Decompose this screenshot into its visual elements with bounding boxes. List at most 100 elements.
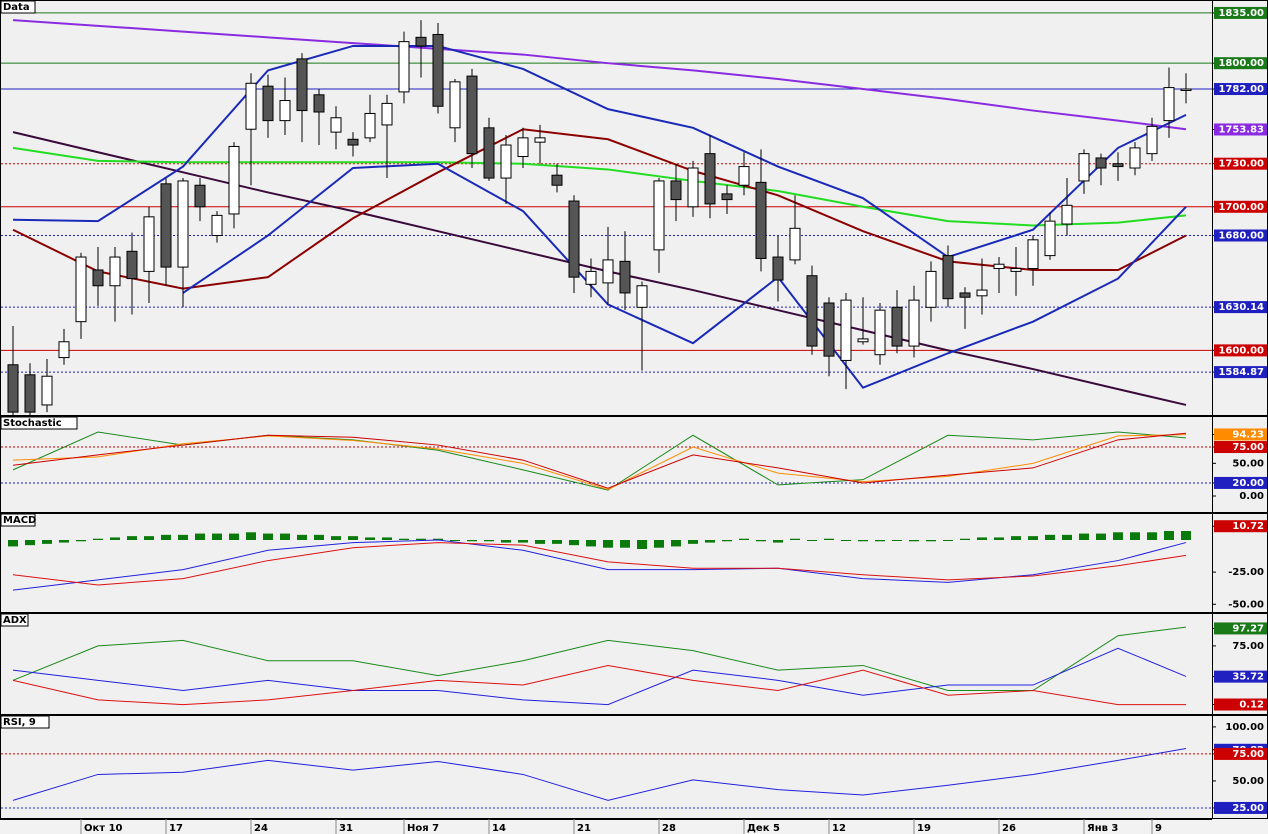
candle-body [1095, 157, 1107, 169]
candle-body [908, 299, 920, 347]
candle-body [738, 166, 750, 186]
x-tick-label: 9 [1155, 823, 1162, 834]
y-tick-label: 75.00 [1232, 641, 1264, 652]
candle-body [58, 341, 70, 359]
y-tick-box [1214, 123, 1267, 136]
indicator-line [12, 434, 1187, 491]
y-tick-label: 25.00 [1232, 803, 1264, 814]
y-tick-label: 1700.00 [1218, 202, 1264, 213]
panel [0, 613, 1213, 715]
histogram-bar [1113, 532, 1123, 540]
candle-body [364, 112, 376, 139]
panel-title-box [0, 0, 36, 14]
histogram-bar [161, 534, 171, 540]
histogram-bar [909, 540, 919, 542]
y-tick-box [1214, 57, 1267, 70]
candle-body [619, 260, 631, 294]
y-tick-label: 97.27 [1232, 623, 1264, 634]
candle-body [976, 289, 988, 297]
indicator-line [12, 748, 1187, 801]
histogram-bar [433, 538, 443, 540]
candle-body [551, 174, 563, 186]
y-tick-box [1214, 229, 1267, 242]
panel [0, 0, 1213, 416]
histogram-bar [76, 540, 86, 542]
candle-body [1061, 204, 1073, 225]
y-tick-label: 1782.00 [1218, 84, 1264, 95]
candle-body [347, 138, 359, 146]
histogram-bar [42, 540, 52, 544]
histogram-bar [722, 540, 732, 542]
candle-body [755, 181, 767, 259]
x-tick-label: Янв 3 [1087, 823, 1118, 834]
y-tick-label: 100.00 [1225, 722, 1264, 733]
histogram-bar [416, 538, 426, 540]
y-tick-label: 1630.14 [1218, 302, 1264, 313]
x-tick-label: 17 [169, 823, 183, 834]
histogram-bar [501, 540, 511, 543]
panel-title-box [0, 613, 29, 627]
candle-body [636, 285, 648, 308]
y-tick-label: 50.00 [1232, 458, 1264, 469]
y-tick-box [1214, 157, 1267, 170]
histogram-bar [297, 534, 307, 540]
panel [0, 416, 1213, 513]
histogram-bar [399, 538, 409, 540]
candle-body [194, 184, 206, 208]
y-tick-box [1214, 301, 1267, 314]
y-tick-box [1214, 698, 1267, 711]
histogram-bar [1028, 536, 1038, 540]
indicator-line [12, 542, 1187, 586]
x-tick-label: 21 [577, 823, 591, 834]
candle-body [143, 216, 155, 272]
histogram-bar [246, 532, 256, 540]
indicator-line [12, 128, 1187, 290]
histogram-bar [603, 540, 613, 548]
candle-body [687, 167, 699, 208]
histogram-bar [59, 540, 69, 543]
histogram-bar [637, 540, 647, 549]
x-tick-label: 19 [917, 823, 931, 834]
histogram-bar [25, 540, 35, 546]
y-tick-label: 0.12 [1239, 700, 1264, 711]
y-tick-label: -50.00 [1228, 599, 1264, 610]
candle-body [1163, 87, 1175, 122]
histogram-bar [586, 540, 596, 547]
candle-body [483, 127, 495, 179]
indicator-line [12, 626, 1187, 692]
candle-body [704, 153, 716, 205]
candle-body [840, 299, 852, 361]
x-tick-label: 24 [254, 823, 268, 834]
histogram-bar [484, 540, 494, 542]
histogram-bar [110, 537, 120, 540]
histogram-bar [280, 533, 290, 540]
indicator-line [182, 162, 1187, 389]
histogram-bar [773, 540, 783, 543]
candle-body [772, 256, 784, 281]
candle-body [126, 250, 138, 280]
y-tick-box [1214, 366, 1267, 379]
histogram-bar [671, 540, 681, 547]
candle-body [857, 338, 869, 343]
candle-body [993, 263, 1005, 270]
y-tick-box [1214, 747, 1267, 760]
histogram-bar [1062, 534, 1072, 540]
y-tick-label: 1680.00 [1218, 231, 1264, 242]
histogram-bar [994, 537, 1004, 540]
panel-title-box [0, 715, 50, 729]
y-tick-box [1214, 441, 1267, 454]
candle-body [823, 302, 835, 357]
y-tick-box [1214, 344, 1267, 357]
candle-body [7, 364, 19, 413]
candle-body [160, 183, 172, 268]
y-tick-box [1214, 670, 1267, 683]
panel-title: Stochastic [3, 418, 62, 429]
y-tick-label: 1753.83 [1218, 124, 1264, 135]
y-tick-label: 1600.00 [1218, 345, 1264, 356]
y-tick-box [1214, 520, 1267, 533]
histogram-bar [212, 533, 222, 540]
x-tick-label: 14 [492, 823, 506, 834]
histogram-bar [739, 538, 749, 540]
candle-body [432, 33, 444, 107]
x-tick-label: Окт 10 [84, 823, 123, 834]
